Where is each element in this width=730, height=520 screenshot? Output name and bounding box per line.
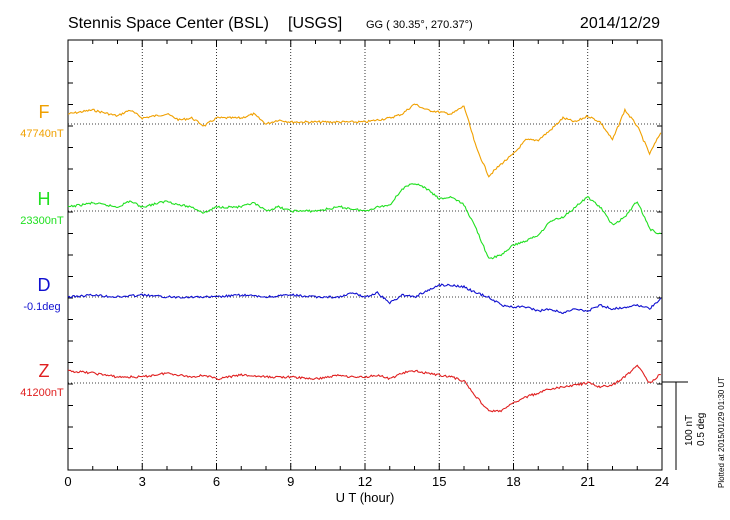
- scale-nt: 100 nT: [684, 415, 695, 446]
- baseline-value-d: -0.1deg: [23, 301, 60, 313]
- plot-frame: [67, 39, 663, 471]
- trace-z: [67, 364, 661, 413]
- x-tick-label: 0: [64, 474, 71, 489]
- station-title: Stennis Space Center (BSL): [68, 15, 269, 32]
- x-tick-label: 21: [581, 474, 595, 489]
- x-axis-label: U T (hour): [336, 490, 395, 505]
- grid-lines: [141, 40, 589, 470]
- plotted-timestamp: Plotted at 2015/01/29 01:30 UT: [717, 377, 726, 488]
- x-tick-label: 6: [213, 474, 220, 489]
- x-tick-label: 9: [287, 474, 294, 489]
- x-tick-label: 24: [655, 474, 669, 489]
- baseline-value-f: 47740nT: [20, 128, 64, 140]
- trace-h: [67, 183, 661, 260]
- component-label-d: D: [38, 275, 51, 295]
- data-traces: [67, 103, 662, 413]
- x-tick-label: 12: [358, 474, 372, 489]
- component-label-z: Z: [39, 361, 50, 381]
- x-tick-label: 3: [139, 474, 146, 489]
- trace-d: [67, 283, 662, 315]
- baseline-value-z: 41200nT: [20, 387, 64, 399]
- trace-f: [67, 103, 662, 178]
- scale-deg: 0.5 deg: [696, 413, 707, 446]
- baseline-value-h: 23300nT: [20, 215, 64, 227]
- x-tick-label: 15: [432, 474, 446, 489]
- plot-date: 2014/12/29: [580, 15, 660, 32]
- component-labels: F 47740nT H 23300nT D -0.1deg Z 41200nT: [20, 102, 64, 399]
- station-coords: GG ( 30.35°, 270.37°): [366, 19, 473, 31]
- axis-ticks: 0 3 6 9 12 15 18 21 24: [64, 40, 669, 489]
- x-tick-label: 18: [506, 474, 520, 489]
- component-label-h: H: [38, 189, 51, 209]
- component-label-f: F: [39, 102, 50, 122]
- network-label: [USGS]: [288, 15, 342, 32]
